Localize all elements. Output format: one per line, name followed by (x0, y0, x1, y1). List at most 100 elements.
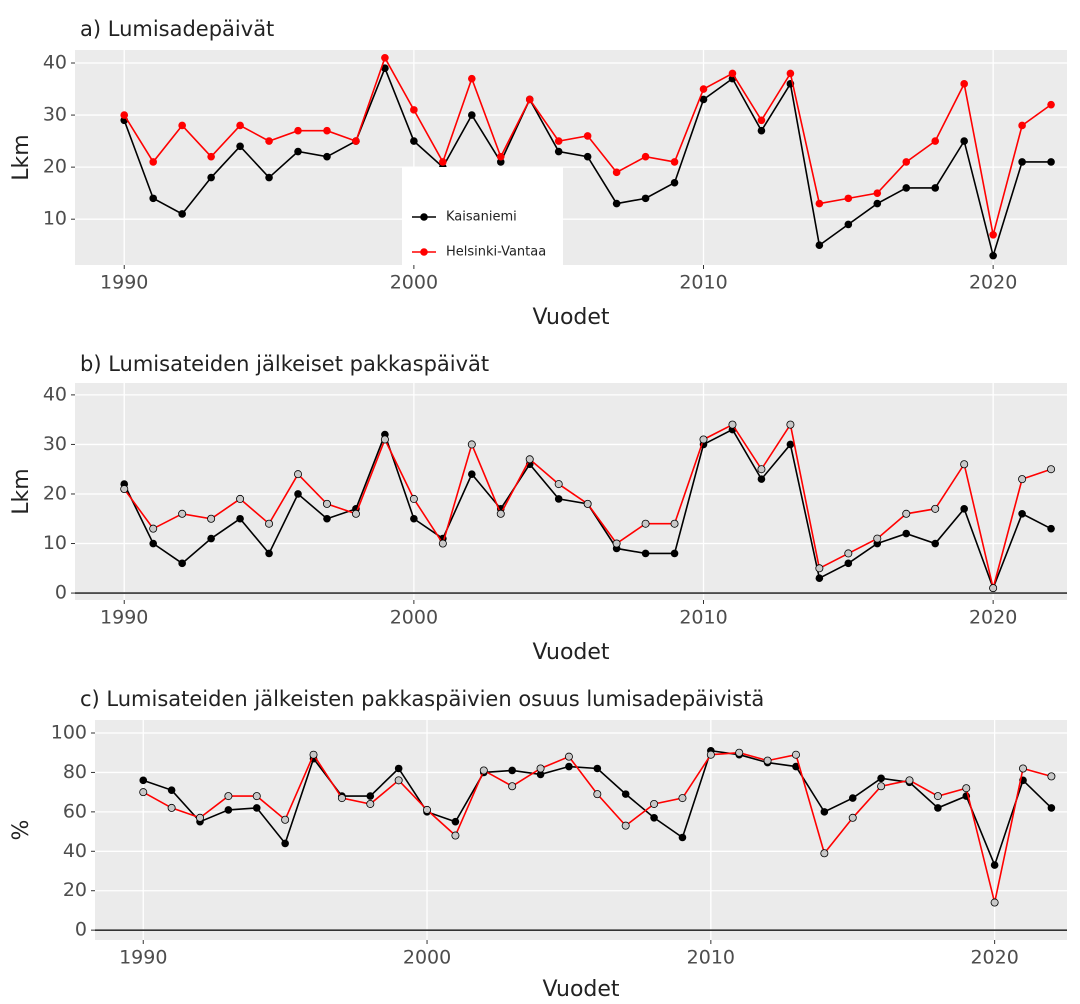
data-point (167, 786, 176, 794)
data-point (757, 126, 766, 135)
panel-title: b) Lumisateiden jälkeiset pakkaspäivät (80, 352, 489, 376)
data-point (381, 54, 389, 62)
data-point (236, 142, 244, 151)
data-point (281, 815, 290, 824)
data-point (178, 210, 186, 218)
data-point (1018, 509, 1026, 518)
data-point (554, 137, 563, 145)
data-point (678, 794, 687, 803)
x-tick-label: 1990 (119, 947, 167, 969)
data-point (451, 817, 460, 826)
data-point (149, 158, 158, 166)
data-point (479, 766, 488, 775)
data-point (621, 790, 630, 798)
x-tick-label: 2020 (969, 607, 1017, 629)
data-point (496, 152, 505, 161)
data-point (1047, 465, 1056, 474)
data-point (848, 794, 857, 802)
x-tick-label: 2010 (679, 272, 727, 294)
data-point (757, 465, 766, 474)
data-point (322, 499, 331, 508)
data-point (536, 764, 545, 773)
data-point (931, 184, 940, 192)
data-point (281, 839, 289, 848)
data-point (178, 121, 186, 130)
data-point (451, 831, 460, 840)
data-point (960, 505, 968, 513)
data-point (990, 861, 999, 869)
data-point (1047, 158, 1055, 166)
data-point (120, 485, 129, 494)
y-tick-label: 20 (43, 482, 67, 504)
data-point (902, 184, 911, 192)
data-point (1047, 804, 1056, 812)
data-point (815, 241, 824, 250)
data-point (149, 539, 158, 548)
y-tick-label: 40 (63, 840, 87, 862)
x-tick-label: 1990 (100, 607, 148, 629)
data-point (554, 147, 563, 156)
plot-background (95, 720, 1067, 940)
data-point (409, 494, 418, 503)
y-tick-label: 0 (75, 919, 87, 941)
x-axis-title: Vuodet (532, 640, 609, 665)
data-point (678, 833, 687, 842)
data-point (641, 152, 650, 161)
plot-background (75, 50, 1067, 265)
data-point (699, 435, 708, 444)
data-point (294, 147, 302, 156)
data-point (902, 158, 911, 166)
data-point (224, 806, 233, 814)
data-point (178, 559, 186, 568)
x-tick-label: 2010 (687, 947, 735, 969)
data-point (844, 220, 853, 229)
data-point (139, 788, 148, 797)
data-point (236, 121, 244, 130)
data-point (593, 764, 602, 773)
plot-background (75, 383, 1067, 600)
data-point (820, 849, 829, 858)
data-point (786, 69, 795, 78)
data-point (265, 137, 273, 145)
data-point (706, 750, 715, 759)
data-point (757, 116, 766, 125)
data-point (670, 519, 679, 528)
data-point (554, 480, 563, 489)
data-point (120, 111, 129, 119)
x-tick-label: 2000 (403, 947, 451, 969)
data-point (394, 776, 403, 785)
data-point (1018, 121, 1026, 130)
data-point (848, 813, 857, 822)
panel-title: a) Lumisadepäivät (80, 17, 274, 41)
data-point (1047, 772, 1056, 781)
x-tick-label: 2000 (390, 607, 438, 629)
y-tick-label: 0 (55, 582, 67, 604)
data-point (351, 509, 360, 518)
data-point (931, 539, 940, 548)
data-point (873, 534, 882, 543)
y-tick-label: 30 (43, 433, 67, 455)
data-point (960, 460, 969, 469)
data-point (650, 813, 658, 822)
data-point (352, 137, 360, 145)
data-point (468, 74, 476, 83)
data-point (224, 792, 233, 801)
data-point (337, 794, 346, 803)
data-point (786, 420, 795, 429)
data-point (931, 137, 940, 145)
data-point (294, 470, 303, 479)
data-point (265, 549, 273, 558)
data-point (554, 495, 563, 503)
data-point (410, 514, 418, 523)
data-point (508, 766, 516, 775)
data-point (699, 85, 708, 93)
data-point (496, 509, 505, 518)
data-point (207, 534, 215, 543)
data-point (309, 750, 318, 759)
data-point (583, 499, 592, 508)
data-point (294, 126, 302, 135)
y-tick-label: 60 (63, 800, 87, 822)
data-point (989, 231, 997, 239)
data-point (149, 524, 158, 533)
data-point (1018, 475, 1027, 484)
